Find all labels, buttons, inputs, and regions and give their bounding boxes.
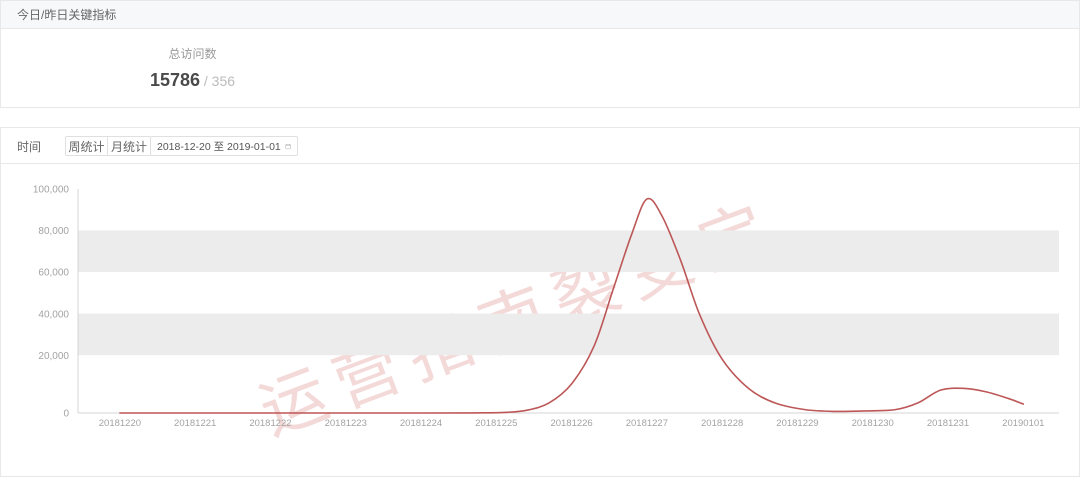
svg-text:60,000: 60,000 <box>38 268 69 279</box>
svg-text:20181226: 20181226 <box>550 418 592 429</box>
svg-text:20181224: 20181224 <box>400 418 442 429</box>
svg-text:20181229: 20181229 <box>776 418 818 429</box>
svg-text:20181220: 20181220 <box>99 418 141 429</box>
svg-text:20181221: 20181221 <box>174 418 216 429</box>
svg-text:20181231: 20181231 <box>927 418 969 429</box>
svg-text:20181223: 20181223 <box>325 418 367 429</box>
svg-text:20190101: 20190101 <box>1002 418 1044 429</box>
svg-text:20181230: 20181230 <box>852 418 894 429</box>
svg-text:20181222: 20181222 <box>249 418 291 429</box>
svg-text:20181228: 20181228 <box>701 418 743 429</box>
svg-text:0: 0 <box>63 409 69 420</box>
svg-text:40,000: 40,000 <box>38 309 69 320</box>
svg-text:20,000: 20,000 <box>38 351 69 362</box>
svg-text:20181227: 20181227 <box>626 418 668 429</box>
svg-text:80,000: 80,000 <box>38 226 69 237</box>
svg-text:100,000: 100,000 <box>33 185 70 196</box>
svg-text:20181225: 20181225 <box>475 418 517 429</box>
